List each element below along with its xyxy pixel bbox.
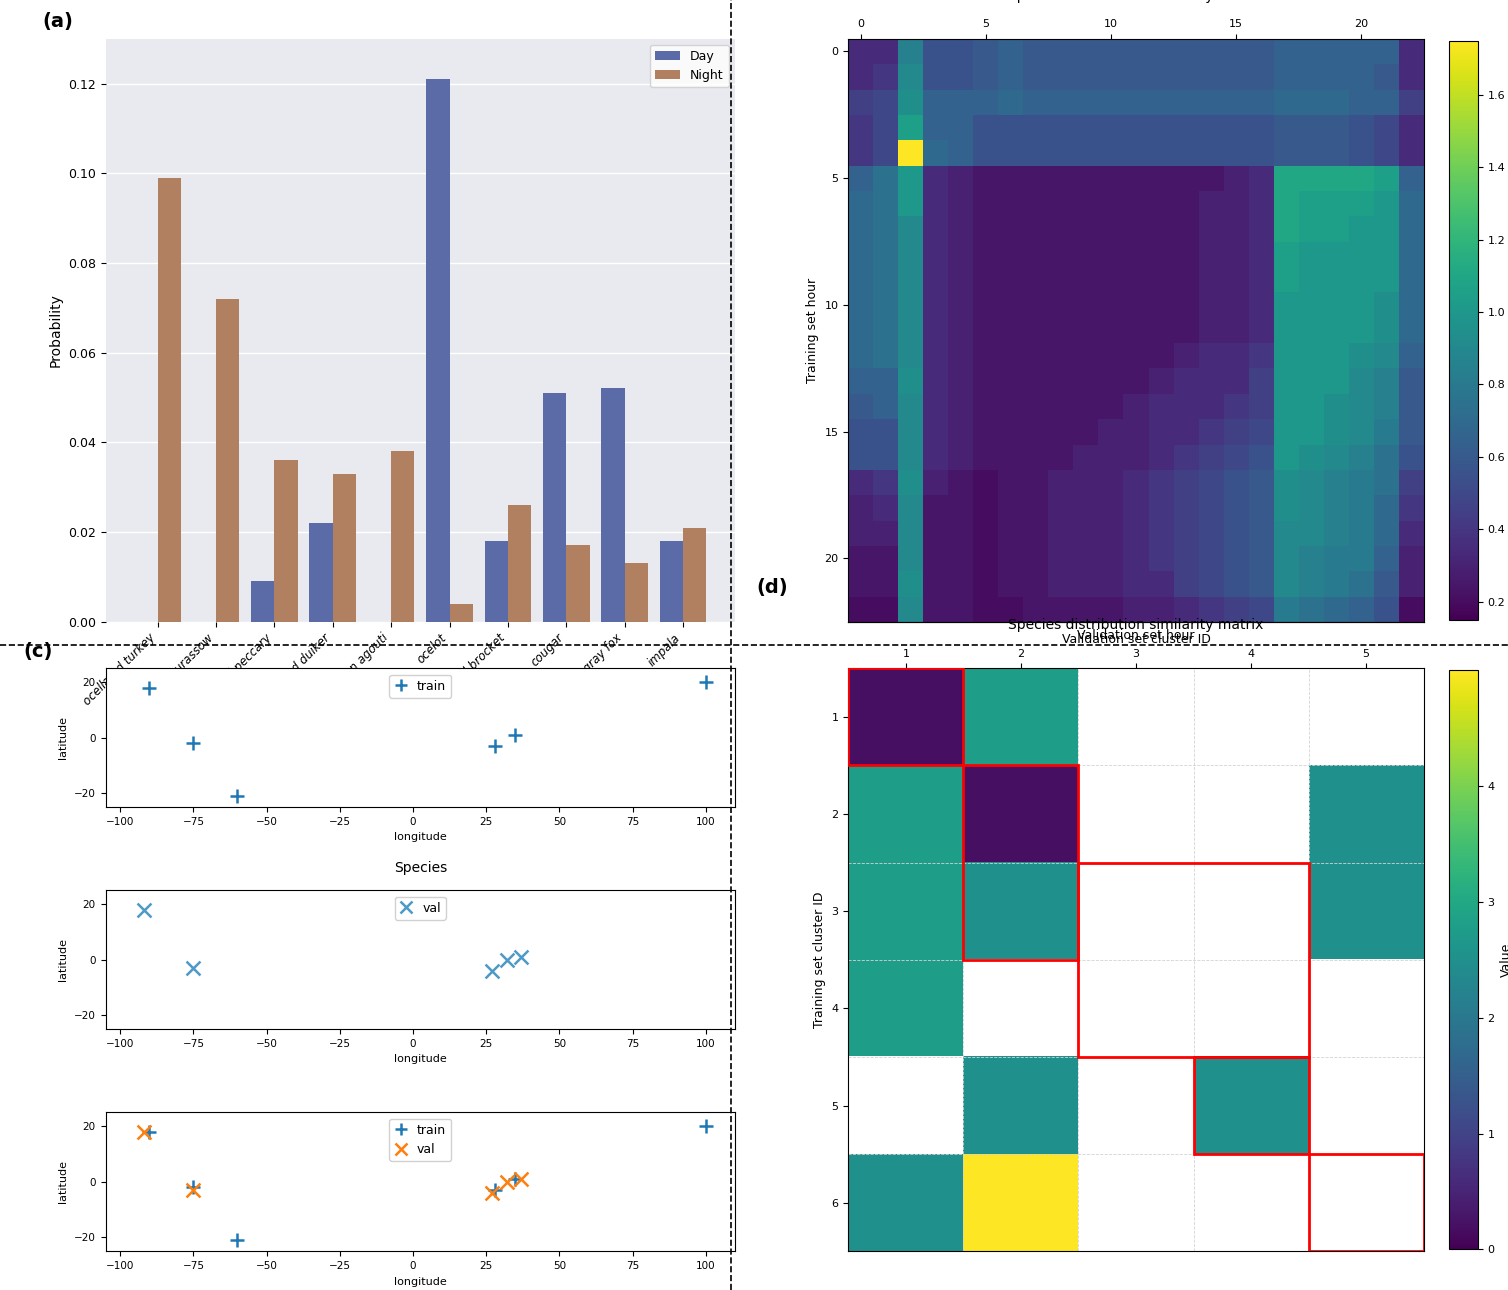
Point xyxy=(495,949,519,970)
Bar xyxy=(449,604,474,622)
Bar xyxy=(1193,1057,1309,1155)
Text: (d): (d) xyxy=(757,578,787,596)
Point xyxy=(510,1169,534,1189)
X-axis label: Validation set cluster ID: Validation set cluster ID xyxy=(1062,633,1211,646)
Bar xyxy=(659,541,683,622)
Y-axis label: Training set cluster ID: Training set cluster ID xyxy=(813,891,826,1028)
X-axis label: longitude: longitude xyxy=(394,1054,446,1064)
Y-axis label: latitude: latitude xyxy=(59,1161,68,1204)
Legend: Day, Night: Day, Night xyxy=(650,45,728,88)
Point xyxy=(137,1121,161,1142)
Y-axis label: Value: Value xyxy=(1500,943,1508,977)
Point xyxy=(504,1169,528,1189)
Point xyxy=(694,1116,718,1136)
X-axis label: Species: Species xyxy=(394,862,446,876)
Point xyxy=(694,672,718,693)
Y-axis label: latitude: latitude xyxy=(59,716,68,760)
Point xyxy=(483,735,507,756)
Bar xyxy=(484,541,508,622)
Point xyxy=(181,733,205,753)
Y-axis label: latitude: latitude xyxy=(59,938,68,982)
Bar xyxy=(274,461,297,622)
Bar xyxy=(624,564,648,622)
Point xyxy=(131,1121,155,1142)
Bar xyxy=(250,582,274,622)
Point xyxy=(181,1178,205,1198)
Point xyxy=(131,899,155,920)
Bar xyxy=(1078,863,1309,1057)
Legend: val: val xyxy=(395,897,446,920)
Bar xyxy=(849,668,964,765)
Point xyxy=(181,1180,205,1201)
Title: Species distribution similarity matrix: Species distribution similarity matrix xyxy=(1009,0,1264,3)
X-axis label: longitude: longitude xyxy=(394,832,446,842)
X-axis label: longitude: longitude xyxy=(394,1277,446,1286)
Bar xyxy=(1309,1155,1424,1251)
Bar xyxy=(309,522,333,622)
Bar xyxy=(157,178,181,622)
Bar xyxy=(543,393,567,622)
Point xyxy=(137,677,161,698)
Legend: train: train xyxy=(389,675,451,698)
Y-axis label: Training set hour: Training set hour xyxy=(805,277,819,383)
Point xyxy=(480,961,504,982)
Bar xyxy=(508,506,531,622)
Point xyxy=(480,1183,504,1204)
Point xyxy=(504,725,528,746)
Bar xyxy=(964,765,1078,960)
Point xyxy=(483,1180,507,1201)
Point xyxy=(225,1229,249,1250)
Text: (c): (c) xyxy=(24,642,53,662)
Bar xyxy=(602,388,624,622)
Point xyxy=(181,957,205,978)
Point xyxy=(510,947,534,968)
Bar xyxy=(216,299,240,622)
Legend: train, val: train, val xyxy=(389,1118,451,1161)
Point xyxy=(225,786,249,806)
Bar xyxy=(391,451,415,622)
Bar xyxy=(567,546,590,622)
Point xyxy=(495,1171,519,1192)
Bar xyxy=(683,528,706,622)
Title: Species distribution similarity matrix: Species distribution similarity matrix xyxy=(1009,618,1264,632)
Text: (a): (a) xyxy=(42,12,74,31)
Bar xyxy=(427,79,449,622)
Y-axis label: Probability: Probability xyxy=(48,293,62,368)
Bar xyxy=(333,473,356,622)
